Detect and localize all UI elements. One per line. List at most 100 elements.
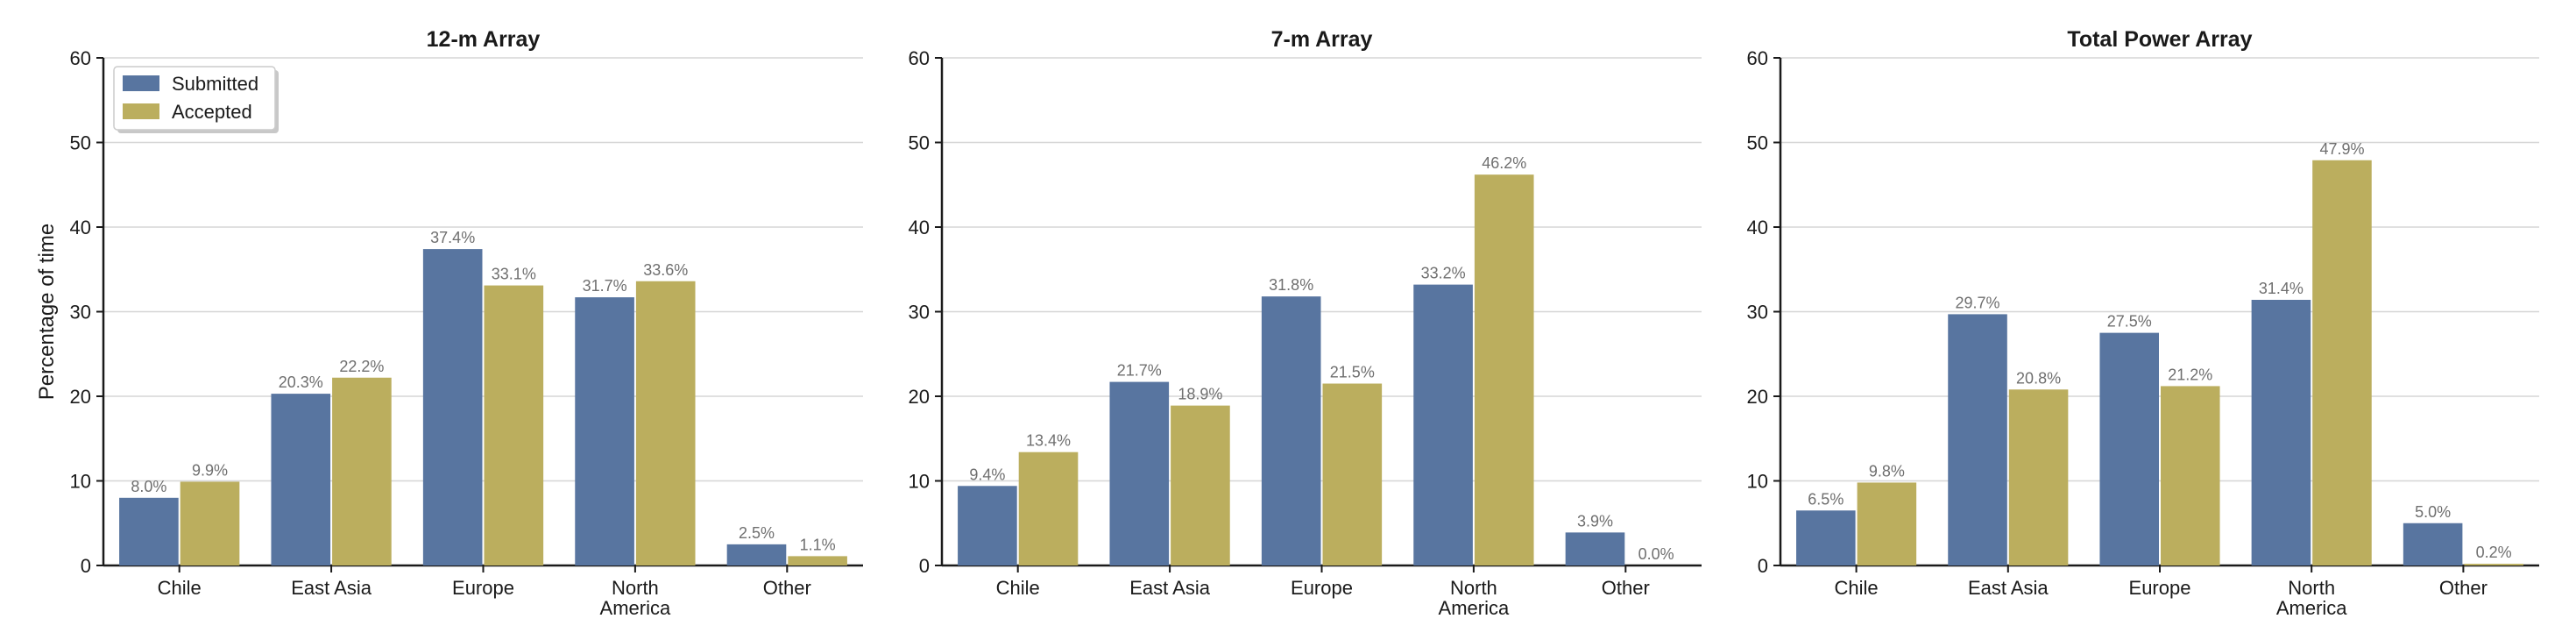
data-label: 21.2% <box>2168 366 2212 383</box>
x-tick-label: Chile <box>158 577 202 599</box>
y-tick-label: 20 <box>70 386 91 408</box>
legend-label-accepted: Accepted <box>172 101 252 123</box>
x-tick-label: Other <box>1602 577 1650 599</box>
data-label: 21.7% <box>1117 362 1162 380</box>
y-tick-label: 10 <box>1747 471 1768 493</box>
bar-accepted <box>2464 564 2523 565</box>
data-label: 21.5% <box>1330 364 1375 381</box>
bar-submitted <box>1109 381 1170 565</box>
bar-accepted <box>1018 452 1079 565</box>
data-label: 37.4% <box>430 229 475 246</box>
data-label: 9.8% <box>1869 462 1905 480</box>
bar-submitted <box>2403 523 2463 565</box>
x-tick-label: East Asia <box>1968 577 2049 599</box>
y-tick-label: 40 <box>70 217 91 238</box>
bar-submitted <box>1261 296 1321 565</box>
data-label: 0.2% <box>2476 544 2512 561</box>
data-label: 3.9% <box>1577 512 1613 530</box>
legend: Submitted Accepted <box>113 66 279 133</box>
bar-accepted <box>2008 389 2069 565</box>
y-tick-label: 60 <box>909 47 930 69</box>
bar-submitted <box>1413 284 1473 565</box>
x-tick-label: America <box>2276 597 2347 619</box>
data-label: 31.4% <box>2259 280 2304 297</box>
x-tick-label: East Asia <box>1129 577 1210 599</box>
y-tick-label: 0 <box>1758 555 1768 577</box>
x-tick-label: America <box>600 597 671 619</box>
x-tick-label: Other <box>763 577 811 599</box>
legend-label-submitted: Submitted <box>172 73 258 95</box>
bar-accepted <box>484 285 544 565</box>
legend-swatch-accepted <box>123 103 159 119</box>
data-label: 18.9% <box>1178 386 1222 403</box>
bar-submitted <box>2251 299 2311 565</box>
x-tick-label: Other <box>2439 577 2488 599</box>
chart-title: Total Power Array <box>2067 27 2252 52</box>
y-tick-label: 40 <box>909 217 930 238</box>
y-tick-label: 30 <box>1747 302 1768 324</box>
data-label: 22.2% <box>339 358 384 375</box>
data-label: 8.0% <box>131 478 166 495</box>
data-label: 20.8% <box>2016 369 2061 387</box>
y-tick-label: 30 <box>909 302 930 324</box>
y-tick-label: 0 <box>919 555 930 577</box>
bar-accepted <box>180 481 240 565</box>
x-tick-label: Chile <box>996 577 1040 599</box>
legend-swatch-submitted <box>123 75 159 91</box>
y-tick-label: 50 <box>1747 132 1768 154</box>
data-label: 9.9% <box>192 461 228 479</box>
x-tick-label: Chile <box>1835 577 1879 599</box>
data-label: 33.6% <box>643 261 688 279</box>
bar-submitted <box>958 486 1017 565</box>
y-tick-label: 30 <box>70 302 91 324</box>
bar-accepted <box>1322 383 1383 565</box>
x-tick-label: Europe <box>2129 577 2191 599</box>
data-label: 47.9% <box>2319 140 2364 158</box>
data-label: 31.8% <box>1269 276 1313 294</box>
bar-submitted <box>271 394 331 565</box>
bar-submitted <box>726 544 787 565</box>
x-tick-label: Europe <box>1291 577 1353 599</box>
chart-panel-1: 0 10 20 30 40 50 60 12-m Array Percentage of tim… <box>35 27 863 619</box>
bar-submitted <box>119 497 179 565</box>
x-tick-label: North <box>2288 577 2335 599</box>
bar-submitted <box>2099 332 2159 565</box>
y-axis-label: Percentage of time <box>35 224 59 400</box>
bar-accepted <box>1474 174 1534 566</box>
bar-accepted <box>1857 482 1917 565</box>
data-label: 31.7% <box>583 277 627 295</box>
y-tick-label: 60 <box>70 47 91 69</box>
x-tick-label: North <box>612 577 659 599</box>
data-label: 9.4% <box>969 466 1005 483</box>
data-label: 20.3% <box>279 373 323 391</box>
bar-accepted <box>2312 160 2372 565</box>
bar-submitted <box>575 297 634 565</box>
y-tick-label: 50 <box>909 132 930 154</box>
y-tick-label: 50 <box>70 132 91 154</box>
chart-panel-3: 0 10 20 30 40 50 60 Total Power Array 6.5% 9.8% Ch… <box>1747 27 2539 619</box>
bar-accepted <box>788 556 847 565</box>
data-label: 1.1% <box>800 536 836 553</box>
bar-accepted <box>1171 405 1230 565</box>
chart-panel-2: 0 10 20 30 40 50 60 7-m Array 9.4% 13.4% Chile 21.7… <box>909 27 1702 619</box>
data-label: 2.5% <box>739 524 775 542</box>
data-label: 46.2% <box>1482 154 1526 172</box>
data-label: 0.0% <box>1638 545 1674 563</box>
x-tick-label: Europe <box>452 577 514 599</box>
y-tick-label: 40 <box>1747 217 1768 238</box>
bar-accepted <box>2161 386 2220 565</box>
y-tick-label: 60 <box>1747 47 1768 69</box>
bar-submitted <box>1796 510 1856 565</box>
y-tick-label: 0 <box>81 555 91 577</box>
chart-title: 12-m Array <box>427 27 541 52</box>
data-label: 27.5% <box>2107 313 2152 331</box>
y-tick-label: 20 <box>909 386 930 408</box>
bar-accepted <box>635 281 696 565</box>
data-label: 13.4% <box>1026 432 1071 450</box>
data-label: 5.0% <box>2415 503 2451 521</box>
y-tick-label: 20 <box>1747 386 1768 408</box>
chart-title: 7-m Array <box>1271 27 1373 52</box>
data-label: 33.1% <box>492 266 536 283</box>
x-tick-label: North <box>1450 577 1497 599</box>
